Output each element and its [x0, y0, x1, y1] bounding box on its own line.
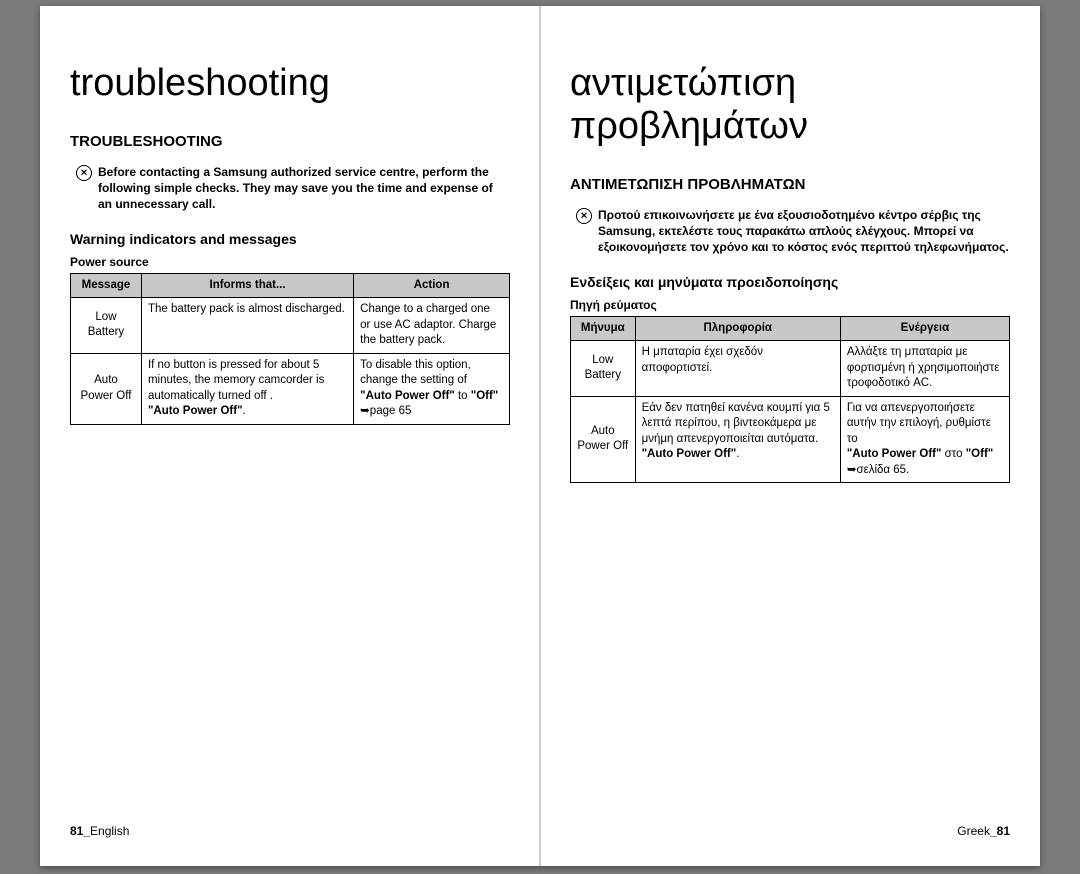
sub-heading-en: Warning indicators and messages [70, 231, 510, 247]
page-background: troubleshooting TROUBLESHOOTING Before c… [0, 0, 1080, 874]
page-number-el: Greek_81 [957, 824, 1010, 838]
page-title-el: αντιμετώπιση προβλημάτων [570, 62, 1010, 148]
cell-action: Για να απενεργοποιήσετε αυτήν την επιλογ… [840, 396, 1009, 483]
intro-text-el: Προτού επικοινωνήσετε με ένα εξουσιοδοτη… [598, 207, 1010, 256]
table-row: Low Battery The battery pack is almost d… [71, 298, 510, 354]
troubleshooting-table-en: Message Informs that... Action Low Batte… [70, 273, 510, 425]
page-title-en: troubleshooting [70, 62, 510, 105]
cell-message: Auto Power Off [571, 396, 636, 483]
left-page: troubleshooting TROUBLESHOOTING Before c… [40, 6, 540, 866]
cell-action: Αλλάξτε τη μπαταρία με φορτισμένη ή χρησ… [840, 341, 1009, 397]
table-header-row: Message Informs that... Action [71, 273, 510, 298]
page-number-value: _81 [990, 824, 1010, 838]
note-icon [76, 165, 92, 181]
cell-informs: Η μπαταρία έχει σχεδόν αποφορτιστεί. [635, 341, 840, 397]
col-informs: Πληροφορία [635, 316, 840, 341]
page-number-en: 81_English [70, 824, 129, 838]
sub-heading-el: Ενδείξεις και μηνύματα προειδοποίησης [570, 274, 1010, 290]
col-message: Message [71, 273, 142, 298]
col-action: Action [354, 273, 510, 298]
cell-informs: If no button is pressed for about 5 minu… [141, 353, 353, 424]
cell-message: Low Battery [71, 298, 142, 354]
page-number-value: 81_ [70, 824, 90, 838]
troubleshooting-table-el: Μήνυμα Πληροφορία Ενέργεια Low Battery Η… [570, 316, 1010, 484]
col-message: Μήνυμα [571, 316, 636, 341]
table-header-row: Μήνυμα Πληροφορία Ενέργεια [571, 316, 1010, 341]
col-action: Ενέργεια [840, 316, 1009, 341]
right-page: αντιμετώπιση προβλημάτων ΑΝΤΙΜΕΤΩΠΙΣΗ ΠΡ… [540, 6, 1040, 866]
table-row: Auto Power Off Εάν δεν πατηθεί κανένα κο… [571, 396, 1010, 483]
table-row: Auto Power Off If no button is pressed f… [71, 353, 510, 424]
table-label-el: Πηγή ρεύματος [570, 298, 1010, 312]
col-informs: Informs that... [141, 273, 353, 298]
cell-action: To disable this option, change the setti… [354, 353, 510, 424]
cell-informs: Εάν δεν πατηθεί κανένα κουμπί για 5 λεπτ… [635, 396, 840, 483]
intro-text-en: Before contacting a Samsung authorized s… [98, 164, 510, 213]
cell-informs: The battery pack is almost discharged. [141, 298, 353, 354]
cell-action: Change to a charged one or use AC adapto… [354, 298, 510, 354]
cell-message: Low Battery [571, 341, 636, 397]
cell-message: Auto Power Off [71, 353, 142, 424]
manual-spread: troubleshooting TROUBLESHOOTING Before c… [40, 6, 1040, 866]
table-label-en: Power source [70, 255, 510, 269]
page-number-lang: Greek [957, 824, 990, 838]
section-heading-el: ΑΝΤΙΜΕΤΩΠΙΣΗ ΠΡΟΒΛΗΜΑΤΩΝ [570, 176, 1010, 193]
intro-note-en: Before contacting a Samsung authorized s… [76, 164, 510, 213]
intro-note-el: Προτού επικοινωνήσετε με ένα εξουσιοδοτη… [576, 207, 1010, 256]
page-number-lang: English [90, 824, 129, 838]
table-row: Low Battery Η μπαταρία έχει σχεδόν αποφο… [571, 341, 1010, 397]
note-icon [576, 208, 592, 224]
section-heading-en: TROUBLESHOOTING [70, 133, 510, 150]
